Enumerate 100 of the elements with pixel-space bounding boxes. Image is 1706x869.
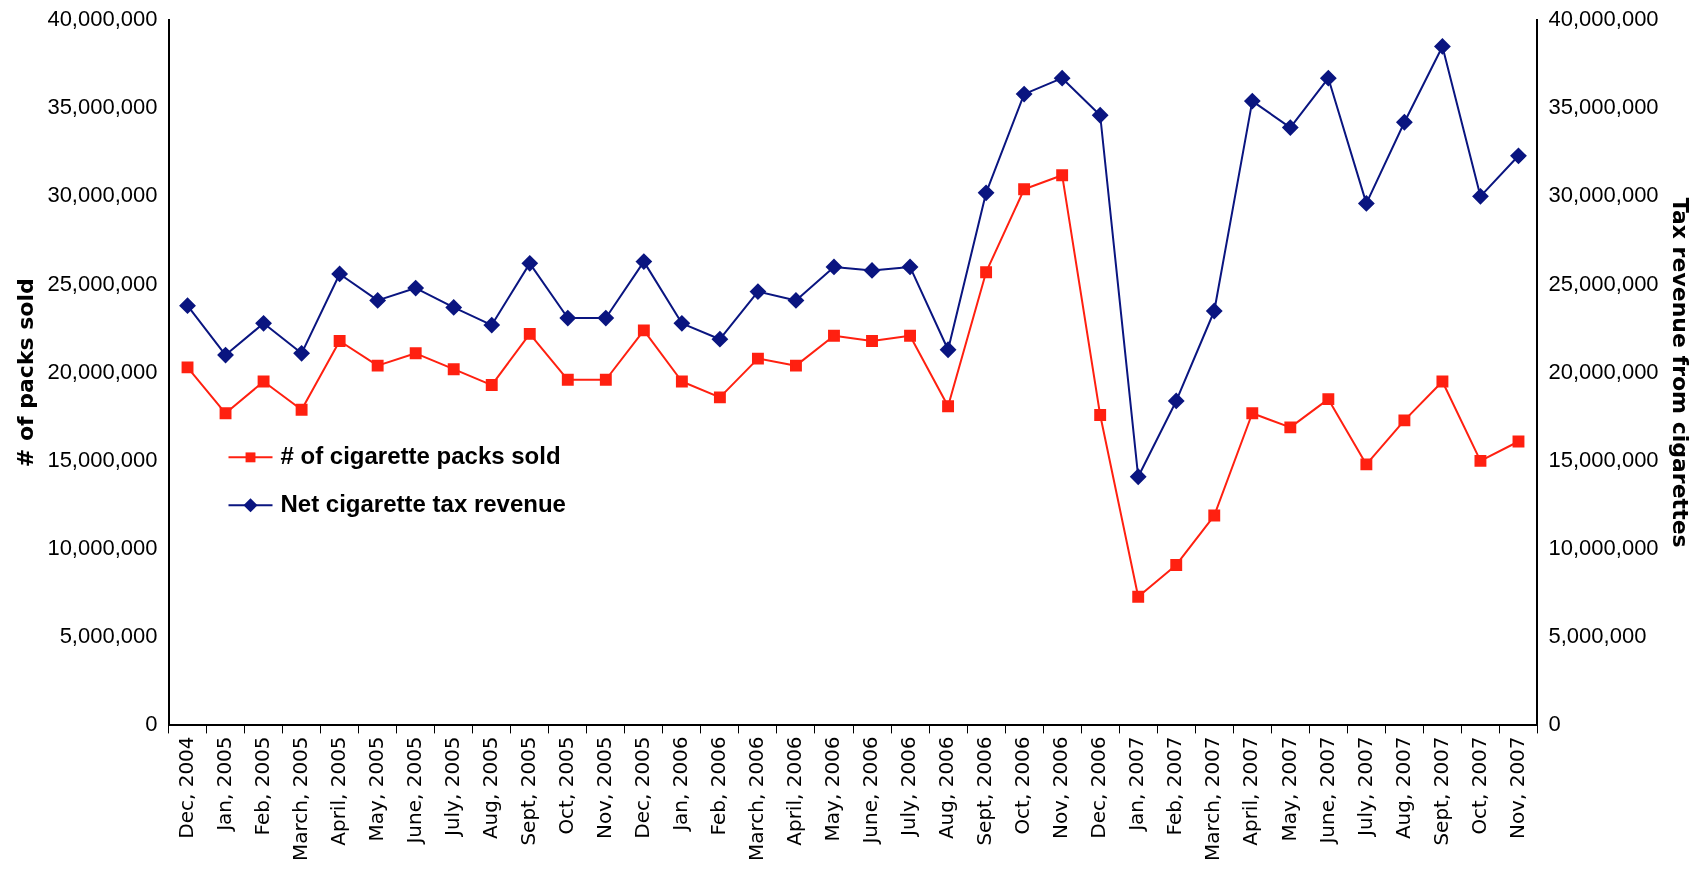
point xyxy=(409,347,422,360)
x-tick-label: March, 2006 xyxy=(744,736,769,862)
point xyxy=(1472,188,1489,205)
x-tick-label: Aug, 2005 xyxy=(477,736,502,840)
legend-label: # of cigarette packs sold xyxy=(280,441,561,469)
point xyxy=(1322,393,1335,406)
point xyxy=(1244,93,1261,110)
y2-tick-label: 25,000,000 xyxy=(1548,270,1659,296)
x-tick-label: May, 2007 xyxy=(1276,736,1301,842)
point xyxy=(523,327,536,340)
point xyxy=(485,379,498,392)
point xyxy=(1358,195,1375,212)
x-tick-label: June, 2006 xyxy=(858,736,883,846)
point xyxy=(1094,409,1107,421)
x-tick-label: June, 2005 xyxy=(401,736,426,846)
y-tick-label: 0 xyxy=(145,711,158,737)
x-tick-label: Nov, 2006 xyxy=(1048,736,1073,840)
point xyxy=(483,317,500,334)
point xyxy=(181,361,194,374)
point xyxy=(1360,458,1373,471)
x-tick-label: March, 2007 xyxy=(1200,736,1225,862)
point xyxy=(940,341,957,358)
y-tick-label: 40,000,000 xyxy=(47,6,158,32)
x-tick-label: April, 2007 xyxy=(1238,736,1263,846)
point xyxy=(1132,590,1145,603)
y-axis-title: # of packs sold xyxy=(12,278,38,468)
point xyxy=(904,329,916,342)
point xyxy=(1510,147,1527,164)
point xyxy=(749,283,766,300)
y-tick-label: 10,000,000 xyxy=(47,535,158,561)
point xyxy=(561,373,574,386)
point xyxy=(597,310,614,327)
x-tick-label: Jan, 2007 xyxy=(1124,736,1149,833)
point xyxy=(371,359,384,372)
point xyxy=(1018,183,1031,196)
point xyxy=(825,258,842,275)
point xyxy=(1056,169,1069,182)
x-tick-label: July, 2006 xyxy=(896,736,921,839)
point xyxy=(1284,421,1297,434)
point xyxy=(635,253,652,270)
point xyxy=(790,359,802,372)
y2-tick-label: 5,000,000 xyxy=(1548,623,1647,649)
x-tick-label: Oct, 2007 xyxy=(1466,736,1491,835)
x-tick-label: Sept, 2006 xyxy=(972,736,997,846)
point xyxy=(1396,114,1413,131)
point xyxy=(295,403,308,416)
point xyxy=(333,335,346,347)
point xyxy=(255,315,272,332)
point xyxy=(257,375,270,388)
y2-axis-title: Tax revenue from cigarettes xyxy=(1668,197,1694,548)
point xyxy=(1170,558,1183,571)
point xyxy=(787,292,804,309)
x-tick-label: Sept, 2007 xyxy=(1428,736,1453,846)
x-tick-label: Oct, 2005 xyxy=(554,736,578,835)
y-tick-label: 25,000,000 xyxy=(47,270,158,296)
point xyxy=(1208,509,1221,522)
point xyxy=(828,329,840,342)
point xyxy=(711,331,728,348)
point xyxy=(978,184,995,201)
y-tick-label: 5,000,000 xyxy=(59,623,158,649)
y2-tick-label: 10,000,000 xyxy=(1548,535,1659,561)
y2-tick-label: 15,000,000 xyxy=(1548,446,1659,472)
point xyxy=(866,335,878,347)
x-tick-label: May, 2006 xyxy=(820,736,845,842)
point xyxy=(1434,38,1451,55)
y-tick-label: 30,000,000 xyxy=(47,182,158,208)
x-tick-label: June, 2007 xyxy=(1314,736,1339,846)
point xyxy=(407,280,424,297)
point xyxy=(673,315,690,332)
point xyxy=(1206,302,1223,319)
point xyxy=(521,255,538,272)
y-tick-label: 20,000,000 xyxy=(47,358,158,384)
x-tick-label: April, 2005 xyxy=(325,736,350,846)
x-tick-label: Dec, 2006 xyxy=(1086,736,1111,839)
point xyxy=(219,407,232,420)
point xyxy=(1130,468,1147,485)
y2-tick-label: 30,000,000 xyxy=(1548,182,1659,208)
point xyxy=(599,373,612,386)
x-tick-label: March, 2005 xyxy=(287,736,312,862)
point xyxy=(751,352,764,365)
y2-tick-label: 35,000,000 xyxy=(1548,94,1659,120)
point xyxy=(1246,407,1259,420)
x-tick-label: Nov, 2005 xyxy=(592,736,617,840)
x-tick-label: Oct, 2006 xyxy=(1010,736,1035,835)
y2-tick-label: 20,000,000 xyxy=(1548,358,1659,384)
x-tick-label: Aug, 2006 xyxy=(934,736,959,840)
point xyxy=(369,292,386,309)
x-tick-label: Jan, 2005 xyxy=(211,736,236,833)
point xyxy=(637,324,650,337)
point xyxy=(217,347,234,364)
point xyxy=(1436,375,1449,388)
x-tick-label: Feb, 2007 xyxy=(1162,736,1187,836)
y-tick-label: 35,000,000 xyxy=(47,94,158,120)
point xyxy=(1320,70,1337,87)
x-tick-label: July, 2005 xyxy=(439,736,464,839)
point xyxy=(1282,119,1299,136)
point xyxy=(1474,454,1487,467)
point xyxy=(1092,107,1109,124)
x-tick-label: Jan, 2006 xyxy=(668,736,693,833)
x-tick-label: Feb, 2005 xyxy=(249,736,274,836)
